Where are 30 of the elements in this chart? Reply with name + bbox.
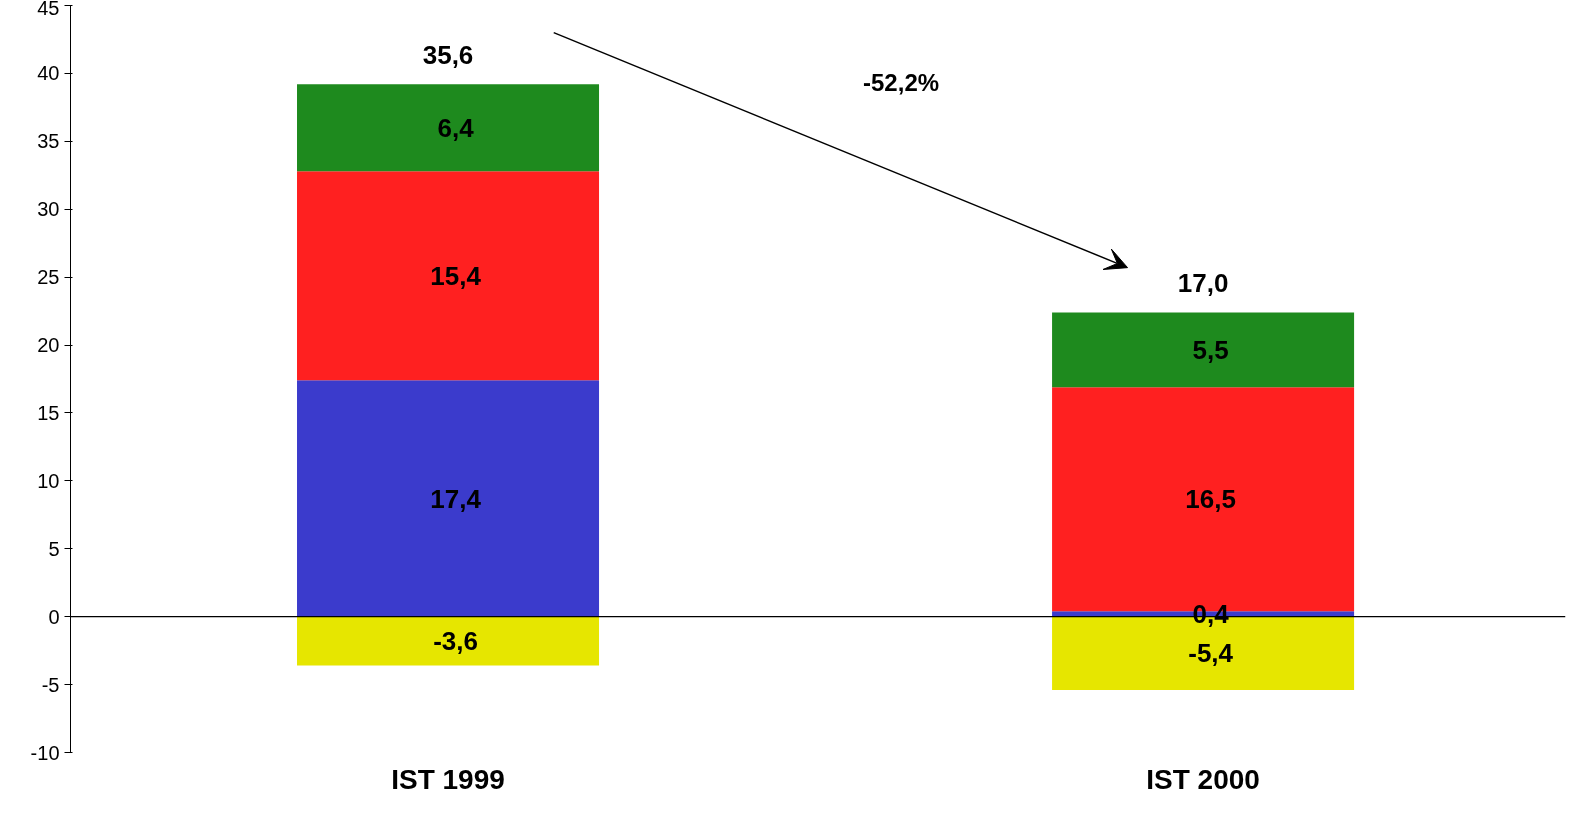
y-tick-label: -5 [41, 673, 60, 696]
y-tick-label: 45 [37, 0, 60, 19]
bar [297, 84, 600, 172]
data-label: 17,4 [430, 483, 482, 514]
x-tick-label: IST 2000 [1146, 763, 1260, 795]
y-tick-label: 5 [48, 537, 60, 560]
bar [1052, 312, 1355, 388]
bar [297, 616, 600, 666]
y-tick-label: 20 [37, 334, 60, 357]
data-label: 15,4 [430, 260, 482, 291]
data-label: 0,4 [1192, 598, 1230, 629]
y-tick-label: 25 [37, 266, 60, 289]
y-tick-label: 40 [37, 62, 60, 85]
annotation: -52,2% [863, 69, 940, 97]
y-tick-label: -10 [30, 741, 60, 764]
x-tick-label: IST 1999 [391, 763, 505, 795]
data-label: 5,5 [1192, 334, 1229, 365]
y-tick-label: 0 [48, 605, 60, 628]
y-tick-label: 15 [37, 401, 60, 424]
data-label: 6,4 [437, 112, 475, 143]
data-label: -3,6 [433, 626, 478, 657]
bar [297, 171, 600, 381]
y-tick-label: 35 [37, 130, 60, 153]
total-label: 17,0 [1177, 268, 1229, 299]
y-tick-label: 30 [37, 198, 60, 221]
total-label: 35,6 [422, 39, 474, 70]
data-label: -5,4 [1188, 638, 1234, 669]
bar [297, 380, 600, 617]
data-label: 16,5 [1185, 484, 1236, 515]
y-tick-label: 10 [37, 469, 60, 492]
